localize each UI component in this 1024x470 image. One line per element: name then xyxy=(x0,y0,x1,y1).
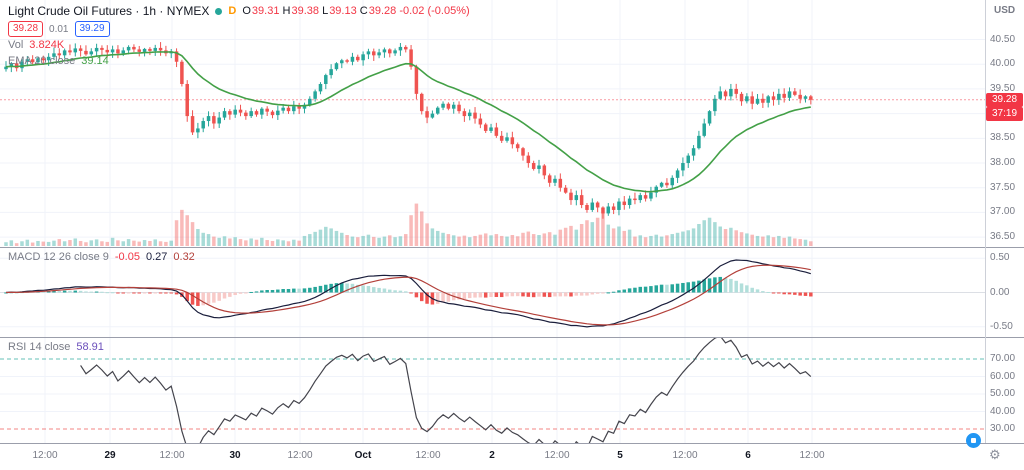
price-axis-label: 37.00 xyxy=(990,206,1016,218)
bar-countdown-badge: 37:19 xyxy=(986,106,1023,121)
close-label: C xyxy=(359,5,368,17)
ema-label: EMA 20 close xyxy=(8,55,76,67)
volume-legend[interactable]: Vol 3.824K xyxy=(8,39,64,51)
time-axis-label: 2 xyxy=(489,450,495,461)
last-price-badge: 39.28 xyxy=(986,92,1023,107)
change-value: -0.02 (-0.05%) xyxy=(399,5,470,17)
bid-badge[interactable]: 39.28 xyxy=(8,21,44,37)
time-axis-label: 29 xyxy=(104,450,116,461)
close-value: 39.28 xyxy=(368,5,397,17)
rsi-value: 58.91 xyxy=(76,341,104,353)
volume-value: 3.824K xyxy=(29,39,65,51)
macd-axis-label: 0.00 xyxy=(990,286,1010,298)
macd-signal-value: 0.32 xyxy=(173,251,195,263)
time-axis-label: 12:00 xyxy=(415,450,441,461)
ohlc-readout: O39.31 H39.38 L39.13 C39.28 -0.02 (-0.05… xyxy=(242,5,469,17)
symbol-title[interactable]: Light Crude Oil Futures · 1h · NYMEX xyxy=(8,4,210,18)
low-label: L xyxy=(322,5,329,17)
rsi-axis-label: 70.00 xyxy=(990,353,1016,364)
open-label: O xyxy=(242,5,251,17)
delayed-data-icon[interactable]: D xyxy=(228,5,237,17)
settings-gear-icon[interactable]: ⚙ xyxy=(989,447,1001,462)
bid-ask-widget: 39.28 0.01 39.29 xyxy=(8,21,110,37)
time-axis[interactable] xyxy=(0,444,1024,470)
rsi-axis-label: 40.00 xyxy=(990,405,1016,417)
time-axis-label: 12:00 xyxy=(799,450,825,461)
time-axis-label: 12:00 xyxy=(672,450,698,461)
time-axis-label: 12:00 xyxy=(287,450,313,461)
macd-axis-label: -0.50 xyxy=(990,320,1013,332)
spread-value: 0.01 xyxy=(49,23,69,35)
time-axis-label: 5 xyxy=(617,450,623,461)
macd-axis-label: 0.50 xyxy=(990,252,1010,264)
symbol-legend: Light Crude Oil Futures · 1h · NYMEX D O… xyxy=(8,4,470,18)
rsi-axis-label: 50.00 xyxy=(990,388,1016,399)
macd-panel[interactable] xyxy=(0,248,985,337)
rsi-legend[interactable]: RSI 14 close 58.91 xyxy=(8,341,104,353)
bottom-right-widget-icon[interactable] xyxy=(966,433,981,448)
high-value: 39.38 xyxy=(291,5,319,17)
macd-line-value: 0.27 xyxy=(145,251,168,263)
pane-divider[interactable] xyxy=(0,247,1024,248)
price-axis-label: 36.50 xyxy=(990,231,1016,243)
time-axis-label: 6 xyxy=(745,450,751,461)
rsi-axis-label: 60.00 xyxy=(990,370,1016,382)
price-axis-label: 40.00 xyxy=(990,58,1016,70)
time-axis-label: Oct xyxy=(354,450,372,461)
rsi-panel[interactable] xyxy=(0,338,985,443)
volume-label: Vol xyxy=(8,39,24,51)
market-status-dot-icon xyxy=(215,7,223,15)
ema-legend[interactable]: EMA 20 close 39.14 xyxy=(8,55,109,67)
pane-divider[interactable] xyxy=(0,337,1024,338)
price-axis-label: 40.50 xyxy=(990,33,1016,45)
macd-label: MACD 12 26 close 9 xyxy=(8,251,109,263)
price-chart-panel[interactable] xyxy=(0,0,985,247)
price-axis-border xyxy=(985,0,986,443)
price-axis-label: 38.00 xyxy=(990,157,1016,169)
time-axis-label: 30 xyxy=(229,450,241,461)
rsi-axis-label: 30.00 xyxy=(990,423,1016,434)
ema-value: 39.14 xyxy=(81,55,109,67)
currency-label: USD xyxy=(994,5,1016,16)
time-axis-label: 12:00 xyxy=(544,450,570,461)
macd-hist-value: -0.05 xyxy=(114,251,140,263)
price-axis[interactable] xyxy=(986,0,1024,443)
time-axis-label: 12:00 xyxy=(159,450,185,461)
high-label: H xyxy=(282,5,291,17)
time-axis-label: 12:00 xyxy=(32,450,58,461)
price-axis-label: 37.50 xyxy=(990,181,1016,193)
open-value: 39.31 xyxy=(251,5,280,17)
macd-legend[interactable]: MACD 12 26 close 9 -0.05 0.27 0.32 xyxy=(8,251,195,263)
low-value: 39.13 xyxy=(329,5,357,17)
ask-badge[interactable]: 39.29 xyxy=(74,21,110,37)
price-axis-label: 39.50 xyxy=(990,82,1016,94)
rsi-label: RSI 14 close xyxy=(8,341,71,353)
price-axis-label: 38.50 xyxy=(990,132,1016,144)
pane-divider xyxy=(0,443,1024,444)
